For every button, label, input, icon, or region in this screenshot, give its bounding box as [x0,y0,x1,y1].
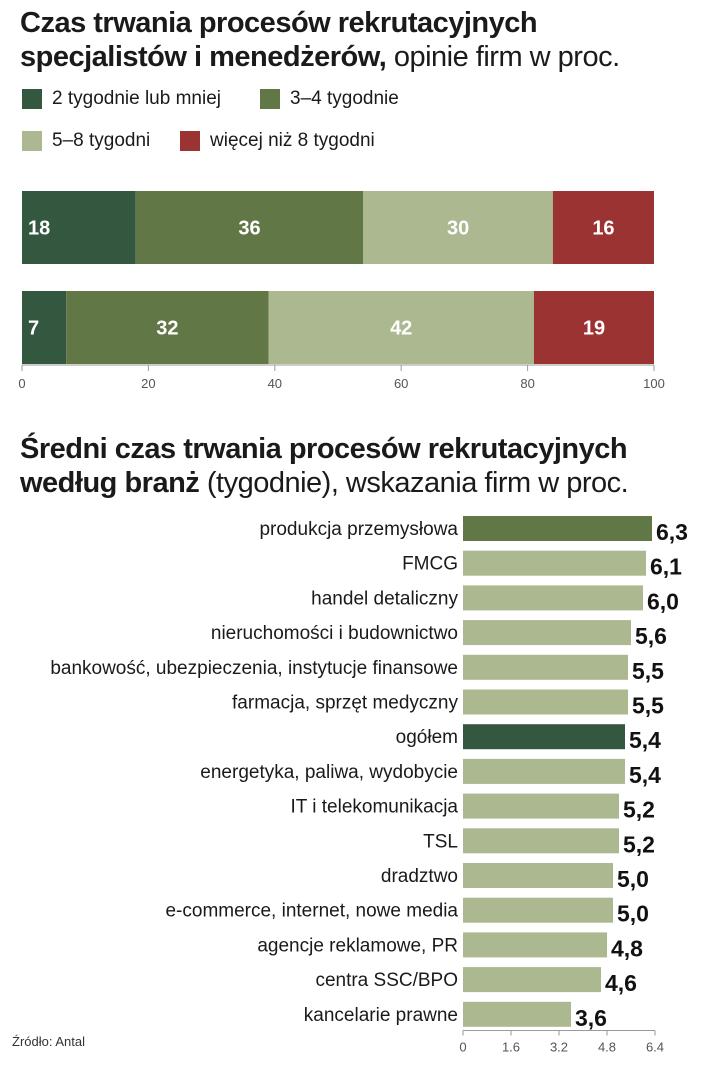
bar-9 [463,793,619,819]
bar-value-label-2-4: 19 [583,318,605,340]
legend-label-3: 5–8 tygodni [52,130,151,151]
bar-2 [463,550,646,576]
category-label-15: kancelarie prawne [304,1005,458,1026]
legend-label-2: 3–4 tygodnie [290,88,399,109]
bar-15 [463,1001,571,1027]
bar-segment-2-1 [22,291,67,364]
x-tick-label-3: 3.2 [550,1040,568,1055]
category-label-8: energetyka, paliwa, wydobycie [200,762,458,783]
bar-value-label-1-1: 18 [28,218,50,240]
bar-value-label-1-4: 16 [592,218,614,240]
bar-value-label-5: 5,5 [632,658,664,684]
bar-11 [463,863,613,888]
bar-value-label-11: 5,0 [617,866,649,892]
x-tick-label-2: 1.6 [502,1040,520,1055]
bar-4 [463,620,631,646]
x-tick-label-2: 20 [141,376,155,391]
category-label-14: centra SSC/BPO [315,970,458,991]
legend-item-2: 3–4 tygodnie [260,88,399,110]
bar-segment-1-1 [22,191,136,264]
legend-swatch-4 [180,131,200,151]
x-tick-label-1: 0 [459,1040,466,1055]
category-label-2: FMCG [402,554,458,575]
bar-7 [463,724,625,750]
category-label-11: dradztwo [381,866,458,887]
bar-5 [463,654,628,680]
category-label-10: TSL [423,831,458,852]
category-label-6: farmacja, sprzęt medyczny [232,693,458,714]
bar-6 [463,689,628,715]
bar-value-label-9: 5,2 [623,797,655,823]
bar-value-label-10: 5,2 [623,831,655,857]
bar-value-label-1: 6,3 [656,519,688,545]
industry-bar-chart: produkcja przemysłowa 6,3 FMCG 6,1 handel de… [50,516,688,1055]
x-tick-label-5: 6.4 [646,1040,664,1055]
legend-item-3: 5–8 tygodni [22,130,150,152]
bar-segment-1-4 [552,191,654,264]
legend-swatch-3 [22,131,42,151]
bar-value-label-8: 5,4 [629,762,661,788]
x-tick-label-4: 60 [394,376,408,391]
bar-value-label-1-3: 30 [447,218,469,240]
bar-value-label-1-2: 36 [238,218,260,240]
chart2-title-main: Średni czas trwania procesów rekrutacyjn… [20,433,628,499]
bar-13 [463,932,607,958]
bar-10 [463,828,619,854]
bar-12 [463,897,613,923]
chart1-title: Czas trwania procesów rekrutacyjnych spe… [20,6,700,74]
legend-swatch-2 [260,89,280,109]
x-tick-label-1: 0 [18,376,25,391]
bar-1 [463,516,652,541]
category-label-4: nieruchomości i budownictwo [211,623,458,644]
category-label-7: ogółem [396,727,458,748]
bar-value-label-4: 5,6 [635,623,667,649]
category-label-1: produkcja przemysłowa [259,519,458,540]
bar-value-label-7: 5,4 [629,727,661,753]
bar-value-label-13: 4,8 [611,935,643,961]
bar-segment-1-2 [135,191,364,264]
bar-segment-2-4 [533,291,654,364]
category-label-3: handel detaliczny [311,588,458,609]
legend-label-1: 2 tygodnie lub mniej [52,88,221,109]
bar-value-label-2-3: 42 [390,318,412,340]
bar-value-label-3: 6,0 [647,588,679,614]
source-note: Źródło: Antal [12,1034,85,1049]
x-tick-label-5: 80 [520,376,534,391]
bar-segment-2-3 [268,291,534,364]
chart1-subtitle: opinie firm w proc. [393,41,620,73]
bar-14 [463,967,601,993]
bar-value-label-12: 5,0 [617,901,649,927]
x-tick-label-4: 4.8 [598,1040,616,1055]
category-label-9: IT i telekomunikacja [290,797,458,818]
bar-value-label-2: 6,1 [650,554,682,580]
category-label-13: agencje reklamowe, PR [257,935,458,956]
bar-value-label-2-2: 32 [156,318,178,340]
legend-swatch-1 [22,89,42,109]
bar-segment-2-2 [66,291,269,364]
legend-item-1: 2 tygodnie lub mniej [22,88,221,110]
bar-3 [463,585,643,611]
x-tick-label-6: 100 [643,376,665,391]
chart2-title: Średni czas trwania procesów rekrutacyjn… [20,432,700,500]
bar-value-label-15: 3,6 [575,1005,607,1031]
category-label-12: e-commerce, internet, nowe media [165,901,458,922]
bar-value-label-14: 4,6 [605,970,637,996]
chart2-subtitle: (tygodnie), wskazania firm w proc. [206,467,629,499]
bar-value-label-6: 5,5 [632,693,664,719]
bar-value-label-2-1: 7 [28,318,39,340]
legend-label-4: więcej niż 8 tygodni [210,130,375,151]
bar-segment-1-3 [363,191,553,264]
chart1-title-main: Czas trwania procesów rekrutacyjnych spe… [20,7,538,73]
legend-item-4: więcej niż 8 tygodni [180,130,375,152]
stacked-bar-chart: 18 36 30 16 7 32 42 19 0 20 40 60 80 100 [18,191,665,391]
category-label-5: bankowość, ubezpieczenia, instytucje fin… [50,658,458,679]
bar-8 [463,758,625,784]
x-tick-label-3: 40 [268,376,282,391]
